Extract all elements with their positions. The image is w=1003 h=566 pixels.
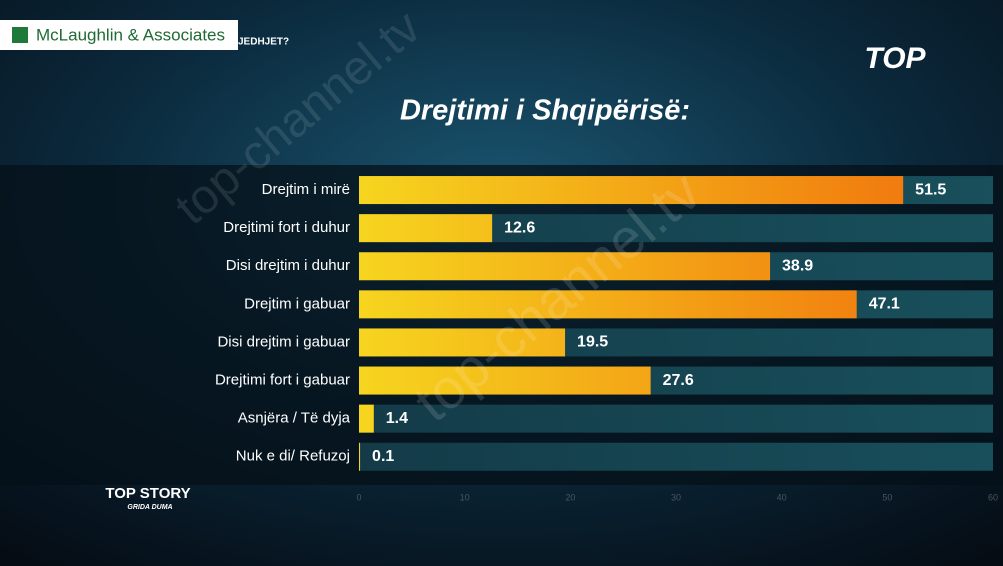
bar-track: [359, 442, 993, 471]
value-label: 27.6: [663, 372, 694, 389]
value-label: 1.4: [386, 410, 408, 427]
plot: Drejtim i mirë 51.5 Drejtimi fort i duhur 1…: [215, 176, 998, 502]
pollster: McLaughlin & Associates: [36, 25, 225, 44]
category-label: Asnjëra / Të dyja: [238, 410, 351, 427]
pollster-box: [0, 20, 238, 50]
bar: [359, 252, 771, 281]
value-label: 51.5: [915, 181, 946, 198]
value-label: 38.9: [782, 257, 813, 274]
value-label: 19.5: [577, 334, 608, 351]
x-tick-label: 60: [988, 492, 998, 502]
bar: [359, 214, 493, 243]
bar: [359, 176, 904, 205]
x-tick-label: 30: [671, 492, 681, 502]
category-label: Drejtim i mirë: [262, 181, 350, 198]
channel-logo: TOP: [864, 42, 926, 75]
bar: [359, 404, 374, 433]
x-tick-label: 0: [356, 492, 361, 502]
question-fragment: JEDHJET?: [238, 37, 289, 48]
value-label: 12.6: [504, 219, 535, 236]
bar: [359, 442, 361, 471]
bar: [359, 290, 857, 319]
x-tick-label: 40: [777, 492, 787, 502]
bar: [359, 328, 566, 357]
category-label: Nuk e di/ Refuzoj: [236, 448, 350, 465]
value-label: 47.1: [869, 296, 900, 313]
pollster-icon: [12, 27, 28, 43]
x-tick-label: 50: [882, 492, 892, 502]
bar-track: [359, 404, 993, 433]
chart-title: Drejtimi i Shqipërisë:: [400, 95, 690, 127]
show-name: TOP STORY: [105, 485, 190, 502]
value-label: 0.1: [372, 448, 394, 465]
host-name: GRIDA DUMA: [127, 504, 172, 511]
category-label: Drejtim i gabuar: [244, 295, 350, 312]
category-label: Disi drejtim i gabuar: [217, 333, 350, 350]
category-label: Drejtimi fort i duhur: [223, 219, 350, 236]
x-tick-label: 20: [565, 492, 575, 502]
x-tick-label: 10: [460, 492, 470, 502]
category-label: Drejtimi fort i gabuar: [215, 372, 350, 389]
bar: [359, 366, 651, 395]
category-label: Disi drejtim i duhur: [226, 257, 350, 274]
